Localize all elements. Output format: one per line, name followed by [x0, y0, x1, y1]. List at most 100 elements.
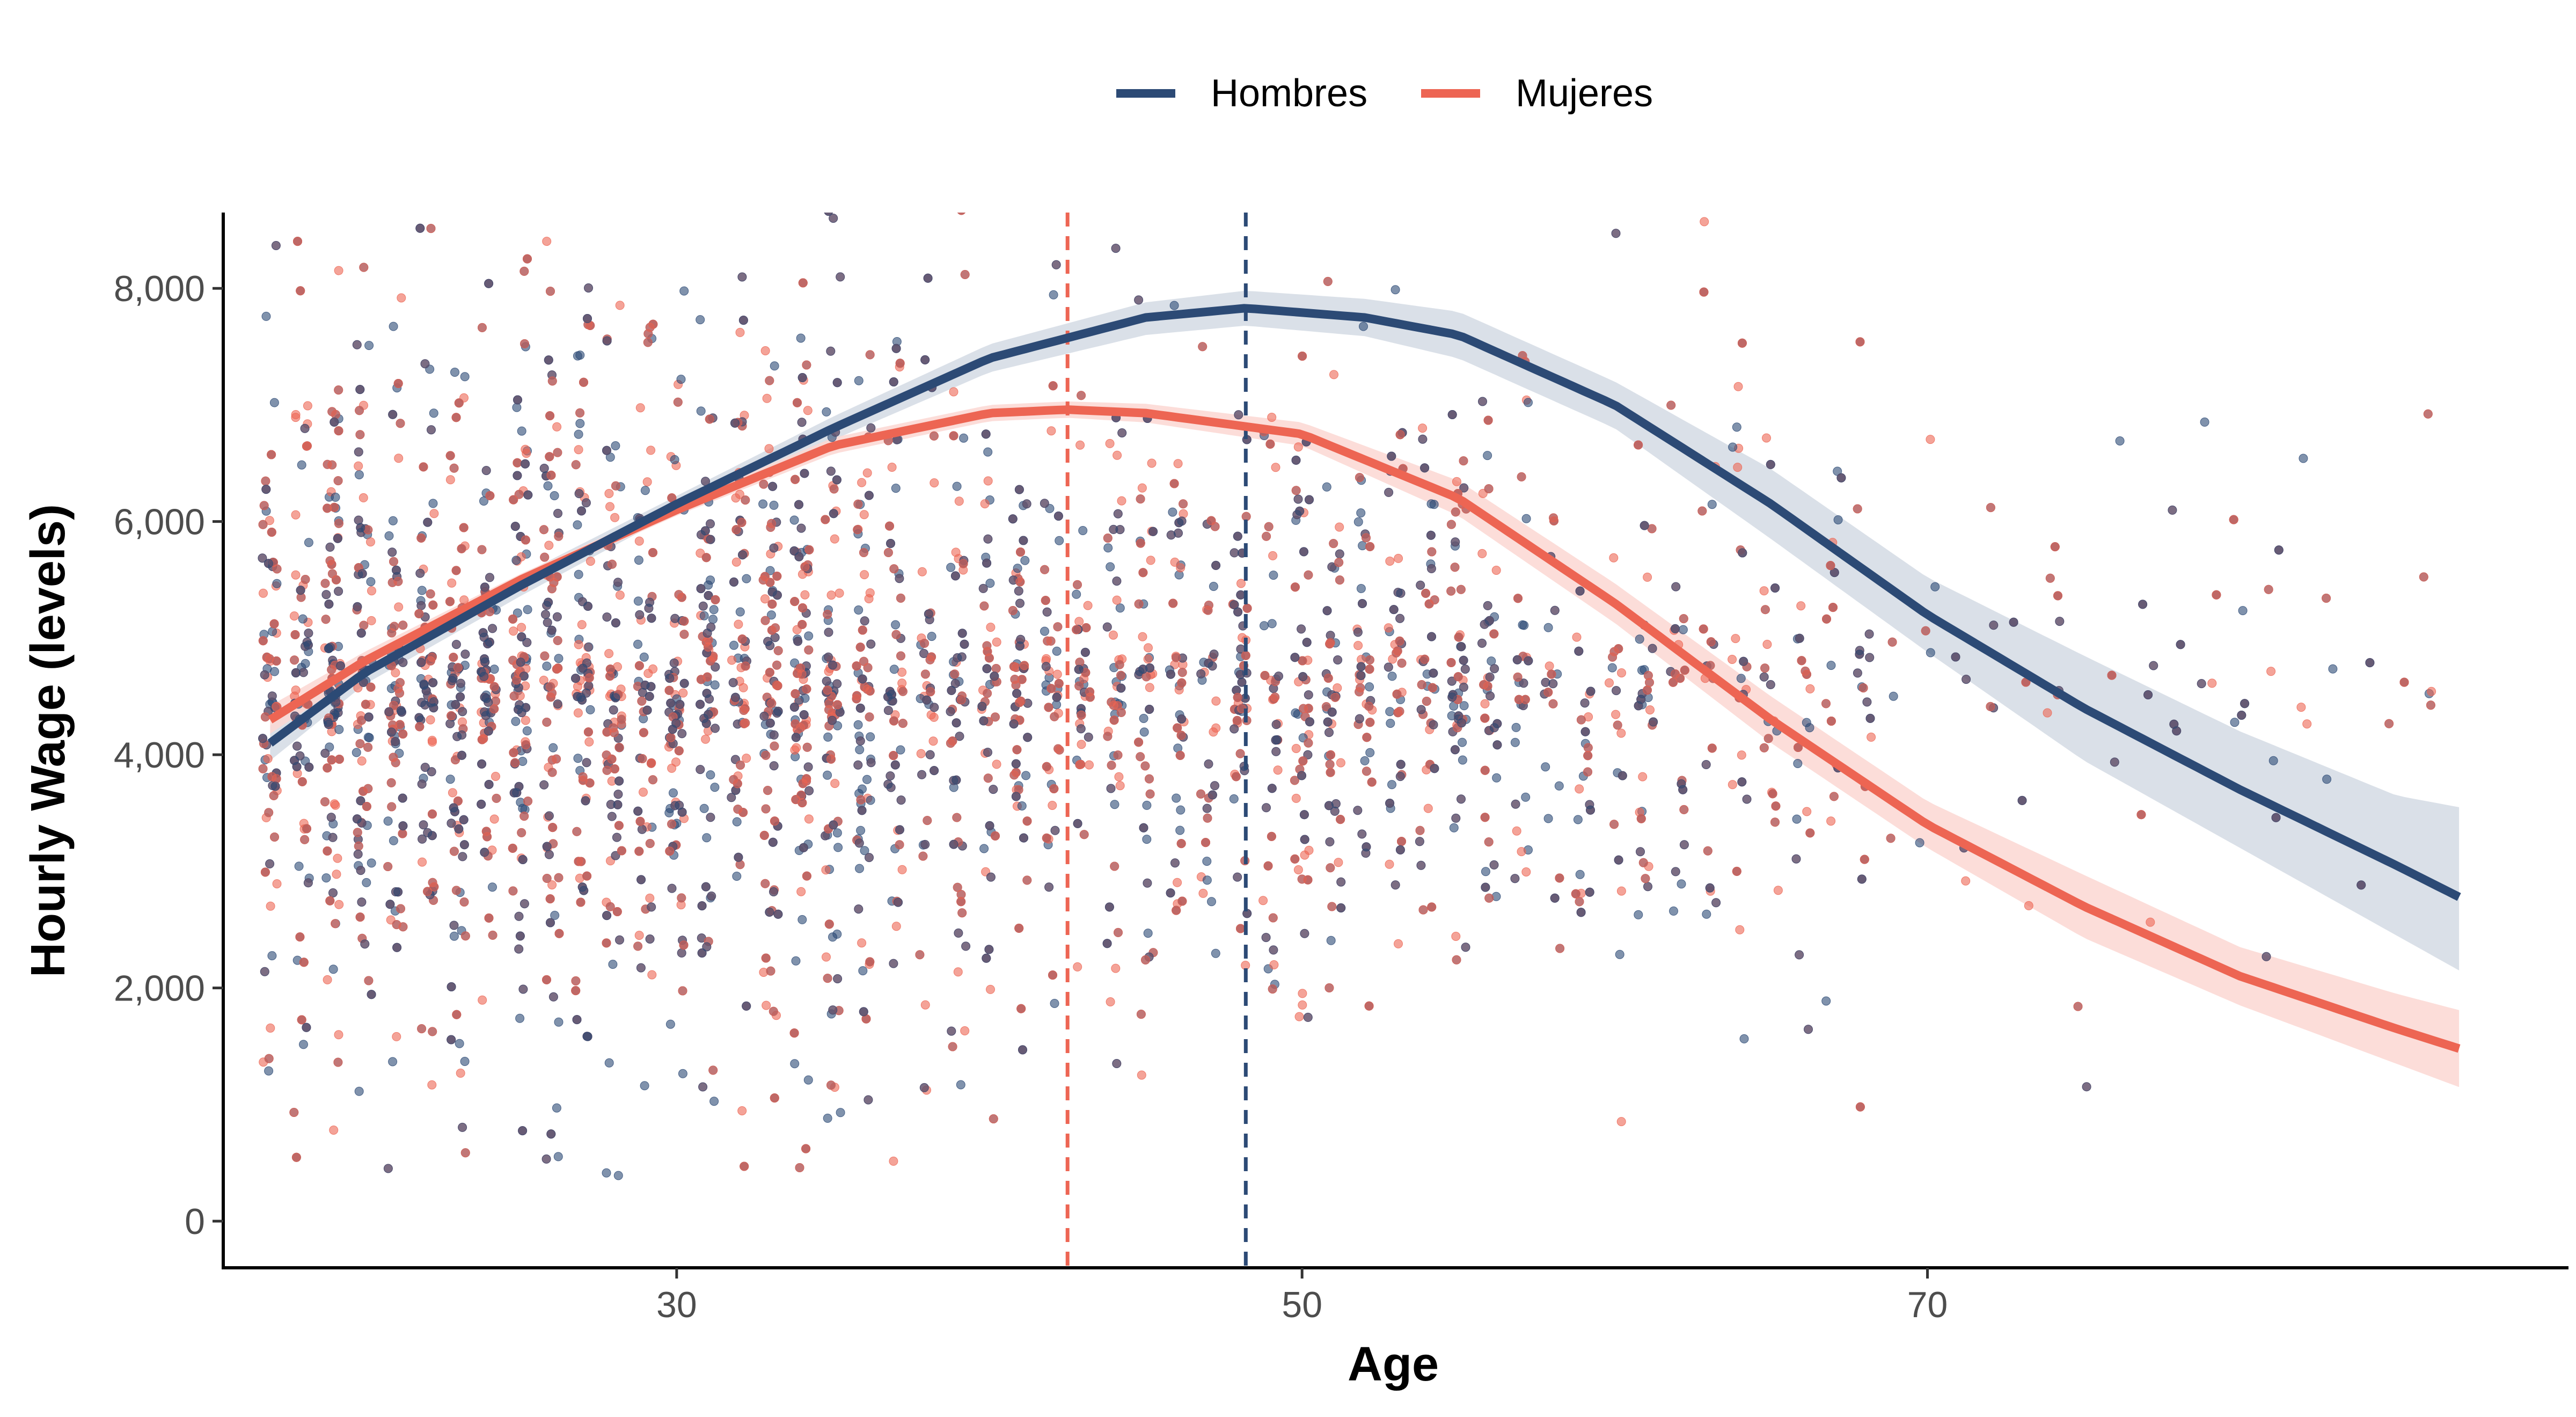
scatter-point	[1083, 601, 1093, 610]
scatter-point	[1324, 983, 1334, 992]
scatter-point	[773, 646, 783, 655]
scatter-point	[896, 593, 905, 603]
scatter-point	[1077, 740, 1086, 749]
scatter-point	[325, 542, 335, 552]
scatter-point	[2419, 572, 2428, 582]
scatter-point	[1485, 672, 1495, 682]
scatter-point	[1299, 547, 1308, 557]
scatter-point	[387, 802, 397, 812]
scatter-point	[420, 763, 430, 772]
scatter-point	[828, 715, 837, 725]
scatter-point	[989, 785, 998, 794]
scatter-point	[2212, 590, 2221, 600]
scatter-point	[866, 732, 875, 742]
scatter-point	[979, 601, 989, 611]
scatter-point	[1926, 435, 1935, 444]
scatter-point	[883, 706, 893, 715]
scatter-point	[1549, 516, 1558, 525]
scatter-point	[740, 1162, 749, 1171]
scatter-point	[260, 967, 269, 976]
scatter-point	[508, 886, 518, 896]
scatter-point	[517, 623, 526, 632]
scatter-point	[330, 799, 339, 809]
scatter-point	[790, 1059, 800, 1069]
scatter-point	[865, 853, 874, 863]
scatter-point	[769, 500, 779, 510]
scatter-point	[1580, 727, 1590, 736]
scatter-point	[1298, 352, 1307, 361]
scatter-point	[1134, 599, 1144, 609]
scatter-point	[417, 779, 427, 789]
scatter-point	[1295, 506, 1305, 516]
scatter-point	[894, 897, 903, 907]
scatter-point	[791, 733, 801, 742]
scatter-point	[265, 516, 274, 525]
scatter-point	[1386, 719, 1395, 728]
scatter-point	[895, 840, 904, 850]
scatter-point	[1298, 1000, 1307, 1010]
scatter-point	[796, 523, 806, 533]
scatter-point	[1521, 514, 1531, 523]
scatter-point	[887, 463, 897, 472]
scatter-point	[384, 707, 394, 717]
scatter-point	[891, 922, 901, 931]
scatter-point	[1263, 861, 1273, 871]
scatter-point	[1327, 707, 1337, 717]
scatter-point	[416, 658, 426, 667]
scatter-point	[1236, 579, 1246, 588]
scatter-point	[289, 1108, 299, 1117]
scatter-point	[991, 712, 1000, 722]
scatter-point	[577, 506, 586, 516]
scatter-point	[698, 1082, 708, 1092]
scatter-point	[1114, 772, 1124, 781]
scatter-point	[517, 828, 526, 837]
scatter-point	[266, 901, 275, 911]
scatter-point	[417, 1024, 427, 1034]
scatter-point	[1177, 678, 1187, 688]
scatter-point	[353, 683, 363, 692]
scatter-point	[1677, 779, 1686, 788]
scatter-point	[1051, 260, 1061, 269]
scatter-point	[1115, 603, 1125, 613]
scatter-point	[1889, 691, 1898, 701]
scatter-point	[640, 486, 650, 495]
scatter-point	[760, 616, 770, 625]
scatter-point	[647, 970, 657, 980]
scatter-point	[1105, 439, 1115, 448]
scatter-point	[327, 755, 336, 765]
scatter-point	[634, 931, 644, 940]
scatter-point	[323, 846, 332, 856]
scatter-point	[802, 360, 811, 370]
scatter-point	[1480, 813, 1490, 822]
scatter-point	[2423, 409, 2433, 419]
scatter-point	[1134, 295, 1144, 305]
scatter-point	[1548, 699, 1558, 708]
scatter-point	[550, 491, 559, 500]
scatter-point	[477, 759, 487, 769]
scatter-point	[983, 689, 992, 698]
scatter-point	[258, 764, 268, 773]
scatter-point	[1336, 758, 1345, 768]
scatter-point	[1615, 949, 1624, 959]
scatter-point	[859, 548, 868, 557]
scatter-point	[928, 736, 938, 746]
scatter-point	[801, 1144, 811, 1153]
scatter-point	[898, 719, 908, 728]
scatter-point	[1049, 290, 1058, 300]
scatter-point	[1760, 605, 1770, 615]
scatter-point	[961, 941, 971, 951]
scatter-points	[258, 213, 2436, 1180]
scatter-point	[553, 663, 563, 673]
scatter-point	[544, 597, 553, 607]
scatter-point	[1138, 632, 1147, 641]
scatter-point	[2115, 436, 2125, 445]
scatter-point	[367, 990, 376, 999]
scatter-point	[1643, 572, 1652, 582]
scatter-point	[953, 653, 962, 662]
scatter-point	[2053, 591, 2062, 601]
scatter-point	[1362, 842, 1371, 852]
scatter-point	[1113, 509, 1123, 518]
scatter-point	[397, 293, 406, 303]
scatter-point	[2138, 600, 2148, 609]
scatter-point	[359, 262, 369, 272]
